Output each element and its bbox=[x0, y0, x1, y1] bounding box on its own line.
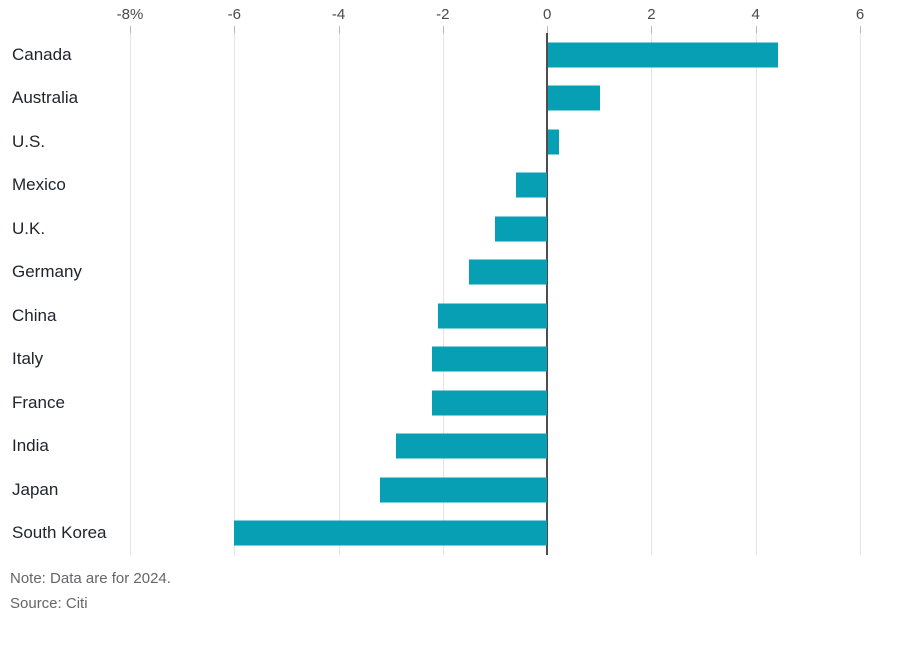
bar bbox=[515, 172, 548, 198]
bar bbox=[437, 303, 548, 329]
gridline bbox=[442, 33, 444, 555]
chart-footer: Note: Data are for 2024. Source: Citi bbox=[10, 566, 171, 616]
bar bbox=[432, 390, 548, 416]
x-tick-mark bbox=[860, 26, 861, 33]
chart-row: U.K. bbox=[0, 207, 924, 251]
x-tick-mark bbox=[338, 26, 340, 33]
bar bbox=[495, 216, 548, 242]
chart-row: South Korea bbox=[0, 512, 924, 556]
zero-line bbox=[546, 33, 549, 555]
bar bbox=[395, 433, 548, 459]
bar bbox=[468, 259, 548, 285]
bar bbox=[548, 85, 601, 111]
chart-row: China bbox=[0, 294, 924, 338]
category-label: U.K. bbox=[12, 218, 46, 238]
category-label: Australia bbox=[12, 88, 79, 108]
x-tick-label: -4 bbox=[331, 6, 346, 23]
chart-row: India bbox=[0, 425, 924, 469]
chart-row: Japan bbox=[0, 468, 924, 512]
category-label: Italy bbox=[12, 349, 44, 369]
chart-rows: Canada Australia U.S. Mexico U.K. Germany Chin… bbox=[0, 33, 924, 555]
category-label: U.S. bbox=[12, 131, 46, 151]
x-tick-mark bbox=[130, 26, 131, 33]
chart-source: Source: Citi bbox=[10, 595, 88, 612]
chart-row: Canada bbox=[0, 33, 924, 77]
bar bbox=[432, 346, 548, 372]
category-label: India bbox=[12, 436, 49, 456]
x-tick-mark bbox=[234, 26, 236, 33]
gridline bbox=[755, 33, 757, 555]
x-tick-mark bbox=[755, 26, 757, 33]
x-axis: -8% -6 -4 -2 0 2 4 6 bbox=[0, 0, 924, 33]
bar bbox=[380, 477, 548, 503]
category-label: South Korea bbox=[12, 523, 107, 543]
category-label: Canada bbox=[12, 44, 72, 64]
x-tick-label: -2 bbox=[436, 6, 450, 23]
chart-note: Note: Data are for 2024. bbox=[10, 570, 171, 587]
x-tick-label: -8% bbox=[116, 6, 144, 23]
chart-row: Germany bbox=[0, 251, 924, 295]
gridline bbox=[860, 33, 861, 555]
gridline bbox=[338, 33, 340, 555]
x-tick-mark bbox=[442, 26, 444, 33]
category-label: Germany bbox=[12, 262, 82, 282]
x-tick-label: 4 bbox=[751, 6, 760, 23]
gridline bbox=[234, 33, 236, 555]
chart-row: Mexico bbox=[0, 164, 924, 208]
bar bbox=[234, 520, 548, 546]
chart-row: France bbox=[0, 381, 924, 425]
x-tick-mark bbox=[547, 26, 549, 33]
bar bbox=[548, 129, 559, 155]
category-label: China bbox=[12, 305, 57, 325]
chart-row: U.S. bbox=[0, 120, 924, 164]
x-tick-label: 2 bbox=[647, 6, 656, 23]
category-label: Japan bbox=[12, 479, 59, 499]
category-label: Mexico bbox=[12, 175, 66, 195]
plot-area bbox=[130, 33, 861, 555]
bar bbox=[548, 42, 778, 68]
chart-row: Italy bbox=[0, 338, 924, 382]
x-tick-label: -6 bbox=[227, 6, 241, 23]
category-label: France bbox=[12, 392, 65, 412]
chart-row: Australia bbox=[0, 77, 924, 121]
x-tick-label: 6 bbox=[855, 6, 865, 23]
x-tick-label: 0 bbox=[542, 6, 552, 23]
x-tick-mark bbox=[651, 26, 653, 33]
gridline bbox=[651, 33, 653, 555]
gridline bbox=[130, 33, 131, 555]
